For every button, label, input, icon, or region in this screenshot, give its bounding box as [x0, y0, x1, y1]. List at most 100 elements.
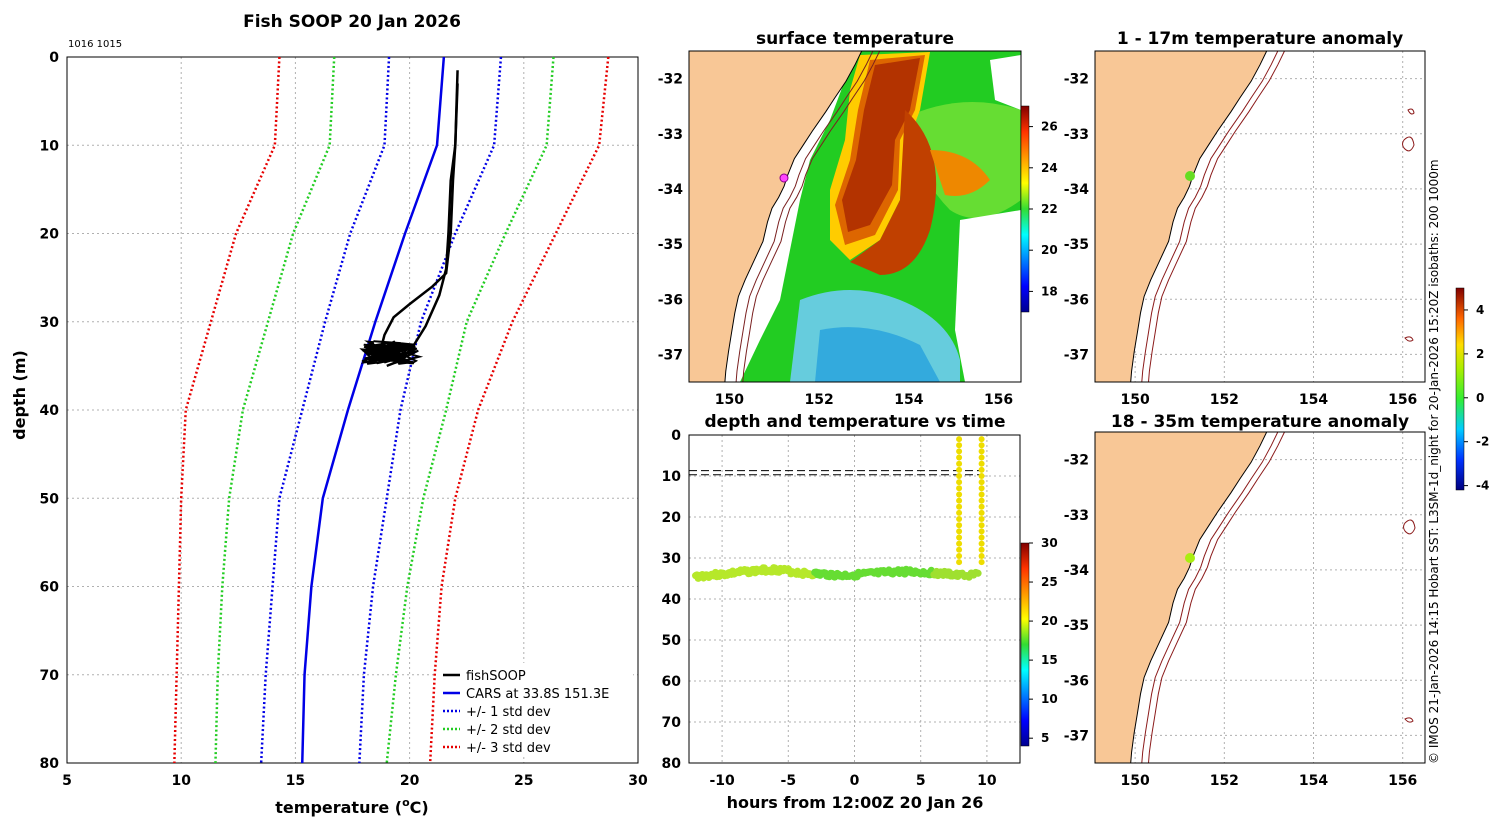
- anomaly2-map: [1095, 432, 1425, 763]
- profile-series-cars-at-33-8s-151-3e: [301, 56, 446, 764]
- depthtime-profile-point: [956, 442, 963, 449]
- profile-series--2-std-dev: [385, 56, 555, 764]
- depthtime-colorbar: [1020, 542, 1030, 747]
- depthtime-profile-point: [956, 534, 963, 541]
- map-ytick-label: -32: [658, 72, 683, 88]
- profile-series--2-std-dev: [214, 56, 336, 764]
- anomaly1-isobath-1000m: [1148, 51, 1285, 382]
- sst-field-blue: [815, 327, 940, 382]
- depthtime-profile-point: [978, 448, 985, 455]
- map-ytick-label: -36: [1064, 292, 1089, 308]
- profile-ticks: 5 10 15 20 25 30 0 10 20 30 40 50 60 70 80: [40, 50, 648, 789]
- profile-xtick-label: 25: [514, 773, 533, 789]
- credit-text: © IMOS 21-Jan-2026 14:15 Hobart SST: L3S…: [1427, 159, 1441, 764]
- map-ytick-label: -37: [1064, 728, 1089, 744]
- depthtime-profile-point: [978, 460, 985, 467]
- map-ytick-label: -32: [1064, 72, 1089, 88]
- depthtime-ytick-label: 30: [662, 551, 682, 567]
- legend-label-fishsoop: fishSOOP: [466, 669, 526, 684]
- colorbar-tick-label: 20: [1041, 614, 1058, 628]
- anomaly1-marker: [1185, 171, 1195, 181]
- profile-lines: [173, 56, 610, 764]
- depthtime-profile-point: [956, 546, 963, 553]
- map-xtick-label: 156: [1388, 392, 1417, 408]
- map-xtick-label: 154: [894, 392, 923, 408]
- anomaly1-isobath-200m: [1141, 51, 1279, 382]
- depthtime-point: [974, 569, 982, 577]
- map-ytick-label: -34: [1064, 563, 1090, 579]
- anomaly2-marker: [1185, 553, 1195, 563]
- profile-fishsoop-bottom-cluster: [359, 340, 424, 365]
- map-xtick-label: 156: [1388, 773, 1417, 789]
- profile-series--1-std-dev: [259, 56, 391, 764]
- depthtime-profile-point: [978, 491, 985, 498]
- profile-ytick-label: 40: [40, 403, 60, 419]
- depthtime-profile-point: [978, 522, 985, 529]
- profile-corner-label: 1016 1015: [68, 39, 122, 50]
- depthtime-profile-point: [978, 473, 985, 479]
- depthtime-profile-point: [956, 528, 963, 535]
- depthtime-profile-point: [978, 559, 985, 566]
- depthtime-profile-point: [956, 448, 963, 455]
- depthtime-profile-point: [978, 497, 985, 504]
- profile-xlabel: temperature (oC): [275, 796, 428, 817]
- anomaly1-land: [1095, 51, 1268, 382]
- depthtime-axes-box: [688, 434, 1021, 764]
- depthtime-ytick-label: 20: [662, 510, 682, 526]
- anomaly2-title: 18 - 35m temperature anomaly: [1111, 412, 1409, 432]
- profile-ytick-label: 60: [40, 580, 60, 596]
- sst-colorbar-ticks: 26 24 22 20 18: [1029, 120, 1058, 298]
- depthtime-xlabel: hours from 12:00Z 20 Jan 26: [727, 793, 984, 812]
- colorbar-tick-label: 18: [1041, 284, 1058, 298]
- colorbar-tick-label: 24: [1041, 161, 1058, 175]
- depthtime-colorbar-ticks: 30 25 20 15 10 5: [1029, 536, 1058, 745]
- map-ytick-label: -36: [1064, 673, 1089, 689]
- anomaly2-isobath-1000m: [1148, 432, 1285, 763]
- profile-series--1-std-dev: [358, 56, 503, 764]
- sst-cloud-gap-north: [990, 55, 1021, 110]
- map-xtick-label: 154: [1299, 392, 1328, 408]
- depthtime-marks: [689, 436, 985, 582]
- profile-legend: fishSOOP CARS at 33.8S 151.3E +/- 1 std …: [437, 663, 633, 757]
- anomaly2-seamounts: [1403, 519, 1416, 723]
- colorbar-tick-label: 0: [1476, 391, 1484, 405]
- depthtime-profile-point: [978, 546, 985, 553]
- profile-xlabel-unit: C): [410, 798, 429, 817]
- profile-ytick-label: 70: [40, 668, 60, 684]
- colorbar-tick-label: 5: [1041, 731, 1049, 745]
- colorbar-tick-label: 4: [1476, 303, 1484, 317]
- depthtime-xtick-label: 10: [977, 773, 997, 789]
- depthtime-grid: [689, 435, 1020, 763]
- depthtime-profile-point: [978, 503, 985, 510]
- anomaly-colorbar-ticks: 4 2 0 -2 -4: [1464, 303, 1489, 493]
- map-ytick-label: -34: [658, 182, 684, 198]
- depthtime-profile-point: [978, 485, 985, 492]
- colorbar-tick-label: 30: [1041, 536, 1058, 550]
- depthtime-ytick-label: 50: [662, 633, 682, 649]
- anomaly1-panel: 1 - 17m temperature anomaly 150 152 154 156…: [1064, 29, 1426, 408]
- depthtime-xtick-label: 0: [850, 773, 860, 789]
- legend-box: [437, 663, 633, 757]
- depthtime-profile-point: [978, 534, 985, 541]
- depthtime-profile-point: [956, 466, 963, 473]
- depthtime-ytick-label: 10: [662, 469, 682, 485]
- legend-label-sd3: +/- 3 std dev: [466, 741, 551, 756]
- profile-ytick-label: 30: [40, 315, 60, 331]
- depthtime-profile-point: [978, 516, 985, 523]
- depthtime-profile-point: [978, 552, 985, 559]
- map-xtick-label: 154: [1299, 773, 1328, 789]
- sst-colorbar: [1020, 105, 1030, 313]
- map-xtick-label: 150: [1121, 773, 1150, 789]
- sst-isobath-1000m: [742, 51, 881, 382]
- depthtime-profile-point: [956, 516, 963, 523]
- depthtime-profile-point: [956, 485, 963, 492]
- map-ytick-label: -34: [1064, 182, 1090, 198]
- depthtime-profile-point: [956, 454, 963, 461]
- map-xtick-label: 152: [804, 392, 833, 408]
- depthtime-ytick-label: 80: [662, 756, 682, 772]
- sst-land: [689, 51, 863, 382]
- depthtime-ytick-label: 40: [662, 592, 682, 608]
- depthtime-xtick-label: 5: [916, 773, 926, 789]
- sst-field-eddy: [930, 150, 990, 196]
